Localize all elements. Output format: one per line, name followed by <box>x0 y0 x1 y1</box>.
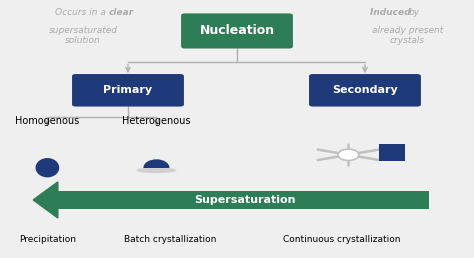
Ellipse shape <box>36 158 59 178</box>
Text: Batch crystallization: Batch crystallization <box>125 236 217 244</box>
Text: Occurs in a: Occurs in a <box>55 8 108 17</box>
Text: Precipitation: Precipitation <box>19 236 76 244</box>
Text: already present
crystals: already present crystals <box>372 26 443 45</box>
Text: Supersaturation: Supersaturation <box>194 195 296 205</box>
Text: Continuous crystallization: Continuous crystallization <box>283 236 400 244</box>
Text: Homogenous: Homogenous <box>15 116 80 126</box>
Ellipse shape <box>143 159 170 176</box>
Text: clear: clear <box>109 8 134 17</box>
Bar <box>58 191 429 209</box>
FancyBboxPatch shape <box>309 74 421 107</box>
Polygon shape <box>33 182 58 218</box>
Text: Induced: Induced <box>370 8 413 17</box>
Text: Secondary: Secondary <box>332 85 398 95</box>
FancyBboxPatch shape <box>181 13 293 49</box>
FancyBboxPatch shape <box>72 74 184 107</box>
Text: supersaturated
solution: supersaturated solution <box>48 26 118 45</box>
Text: Primary: Primary <box>103 85 153 95</box>
Text: Nucleation: Nucleation <box>200 25 274 37</box>
Text: by: by <box>409 8 419 17</box>
Text: Heterogenous: Heterogenous <box>122 116 191 126</box>
FancyBboxPatch shape <box>379 144 405 161</box>
Ellipse shape <box>137 167 177 173</box>
Circle shape <box>338 149 359 160</box>
